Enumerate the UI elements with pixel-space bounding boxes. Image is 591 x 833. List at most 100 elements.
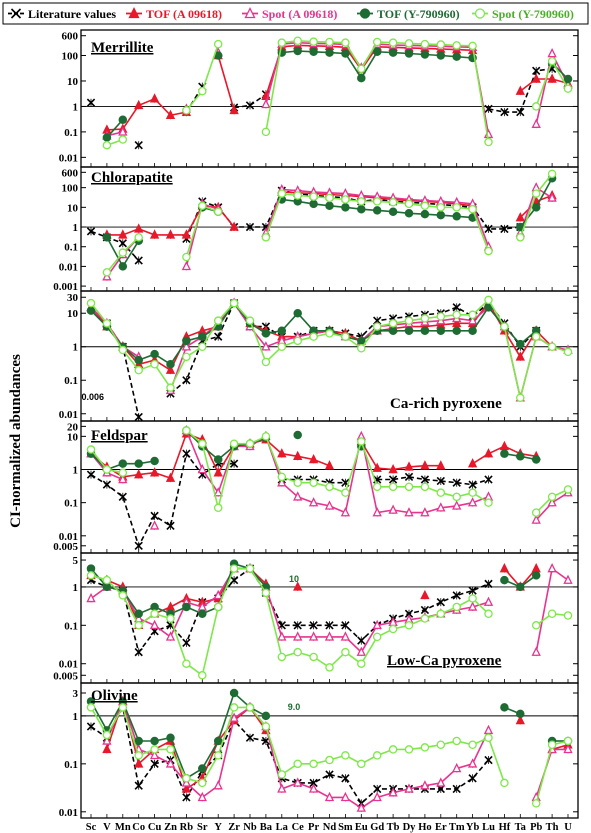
series-tof-a-09618: [102, 39, 573, 134]
data-point: [293, 191, 302, 200]
data-point: [468, 41, 477, 51]
panel-chlorapatite: 0.001 0.01 0.1 1 10 100 600 Chlorapatite: [53, 166, 579, 293]
data-point: [436, 203, 446, 212]
data-point: [293, 336, 302, 346]
data-point: [102, 268, 112, 277]
series-line: [90, 432, 330, 480]
data-point: [134, 256, 143, 265]
data-point: [531, 102, 541, 111]
data-point: [516, 709, 525, 719]
data-point: [532, 66, 541, 76]
series-tof-y-790960: [102, 46, 573, 142]
data-point: [118, 345, 128, 355]
x-axis-labels: Sc V Mn Co Cu Zn Rb Sr Y Zr Nb Ba La Ce Pr Nd Sm Eu Gd Tb Dy…: [86, 822, 572, 833]
data-point: [373, 784, 382, 794]
x-tick-label: Co: [132, 822, 145, 833]
data-point: [436, 502, 446, 512]
data-point: [134, 781, 143, 790]
data-point: [198, 332, 207, 341]
data-point: [309, 759, 318, 769]
data-point: [213, 503, 223, 513]
y-tick-label: 5: [73, 555, 79, 567]
y-tick-label: 0.01: [59, 261, 78, 273]
series-line: [217, 55, 235, 111]
data-point: [213, 487, 223, 497]
data-point: [309, 778, 318, 788]
data-point: [118, 135, 128, 144]
data-point: [357, 659, 366, 668]
data-point: [484, 755, 493, 765]
data-point: [213, 602, 223, 612]
data-point: [182, 659, 191, 668]
data-point: [357, 636, 366, 645]
series-line: [519, 78, 569, 92]
x-tick-label: Ce: [292, 822, 305, 833]
data-point: [182, 106, 191, 115]
data-point: [309, 478, 318, 487]
data-point: [404, 49, 414, 58]
data-point: [261, 98, 271, 109]
data-point: [229, 712, 239, 722]
legend-label: TOF (A 09618): [146, 7, 222, 21]
data-point: [404, 472, 414, 482]
series-line: [106, 699, 490, 809]
y-tick-label: 1: [73, 101, 79, 113]
data-point: [500, 107, 509, 117]
y-tick-label: 0.005: [53, 541, 78, 553]
data-point: [515, 212, 525, 222]
data-point: [293, 430, 302, 440]
data-point: [531, 203, 541, 212]
data-point: [182, 602, 191, 612]
series-spot-a-09618: [86, 563, 573, 657]
data-point: [134, 609, 143, 618]
legend-marker: [128, 7, 140, 19]
x-tick-label: Mn: [115, 822, 131, 833]
data-point: [388, 48, 398, 57]
data-point: [436, 312, 446, 321]
series-line: [377, 476, 489, 486]
data-point: [372, 47, 382, 57]
y-tick-label: 0.1: [64, 620, 78, 632]
data-point: [372, 791, 382, 802]
data-point: [277, 631, 287, 641]
data-point: [388, 616, 398, 627]
panel-merrillite: 0.01 0.1 1 10 100 600 Merrillite: [59, 29, 579, 168]
y-tick-label: 0.01: [59, 807, 78, 819]
series-line: [90, 567, 489, 654]
data-point: [134, 141, 143, 150]
data-point: [357, 64, 366, 74]
data-point: [277, 189, 287, 198]
data-point: [547, 609, 557, 618]
legend-label: Spot (A 09618): [262, 7, 337, 21]
data-point: [372, 206, 382, 215]
data-point: [531, 189, 541, 198]
data-point: [452, 52, 461, 61]
series-spot-y-790960: [102, 36, 573, 150]
data-point: [118, 229, 128, 239]
data-point: [452, 602, 461, 612]
series-line: [185, 43, 219, 111]
data-point: [341, 751, 350, 760]
data-point: [388, 504, 398, 514]
data-point: [452, 736, 461, 746]
data-point: [372, 507, 382, 517]
data-point: [452, 591, 461, 600]
data-point: [357, 344, 366, 353]
data-point: [484, 104, 493, 114]
data-point: [452, 326, 461, 336]
data-point: [404, 621, 414, 630]
y-tick-label: 1: [73, 711, 79, 723]
data-point: [86, 306, 96, 315]
y-tick-label: 1: [73, 342, 79, 354]
x-tick-label: Pr: [308, 822, 319, 833]
data-point: [500, 449, 509, 458]
y-tick-label: 0.1: [64, 242, 78, 254]
data-point: [468, 480, 477, 489]
data-point: [357, 336, 366, 346]
data-point: [261, 127, 271, 137]
data-point: [293, 46, 302, 56]
y-tick-label: 0.01: [59, 531, 78, 543]
data-point: [484, 475, 493, 484]
data-point: [118, 262, 128, 271]
